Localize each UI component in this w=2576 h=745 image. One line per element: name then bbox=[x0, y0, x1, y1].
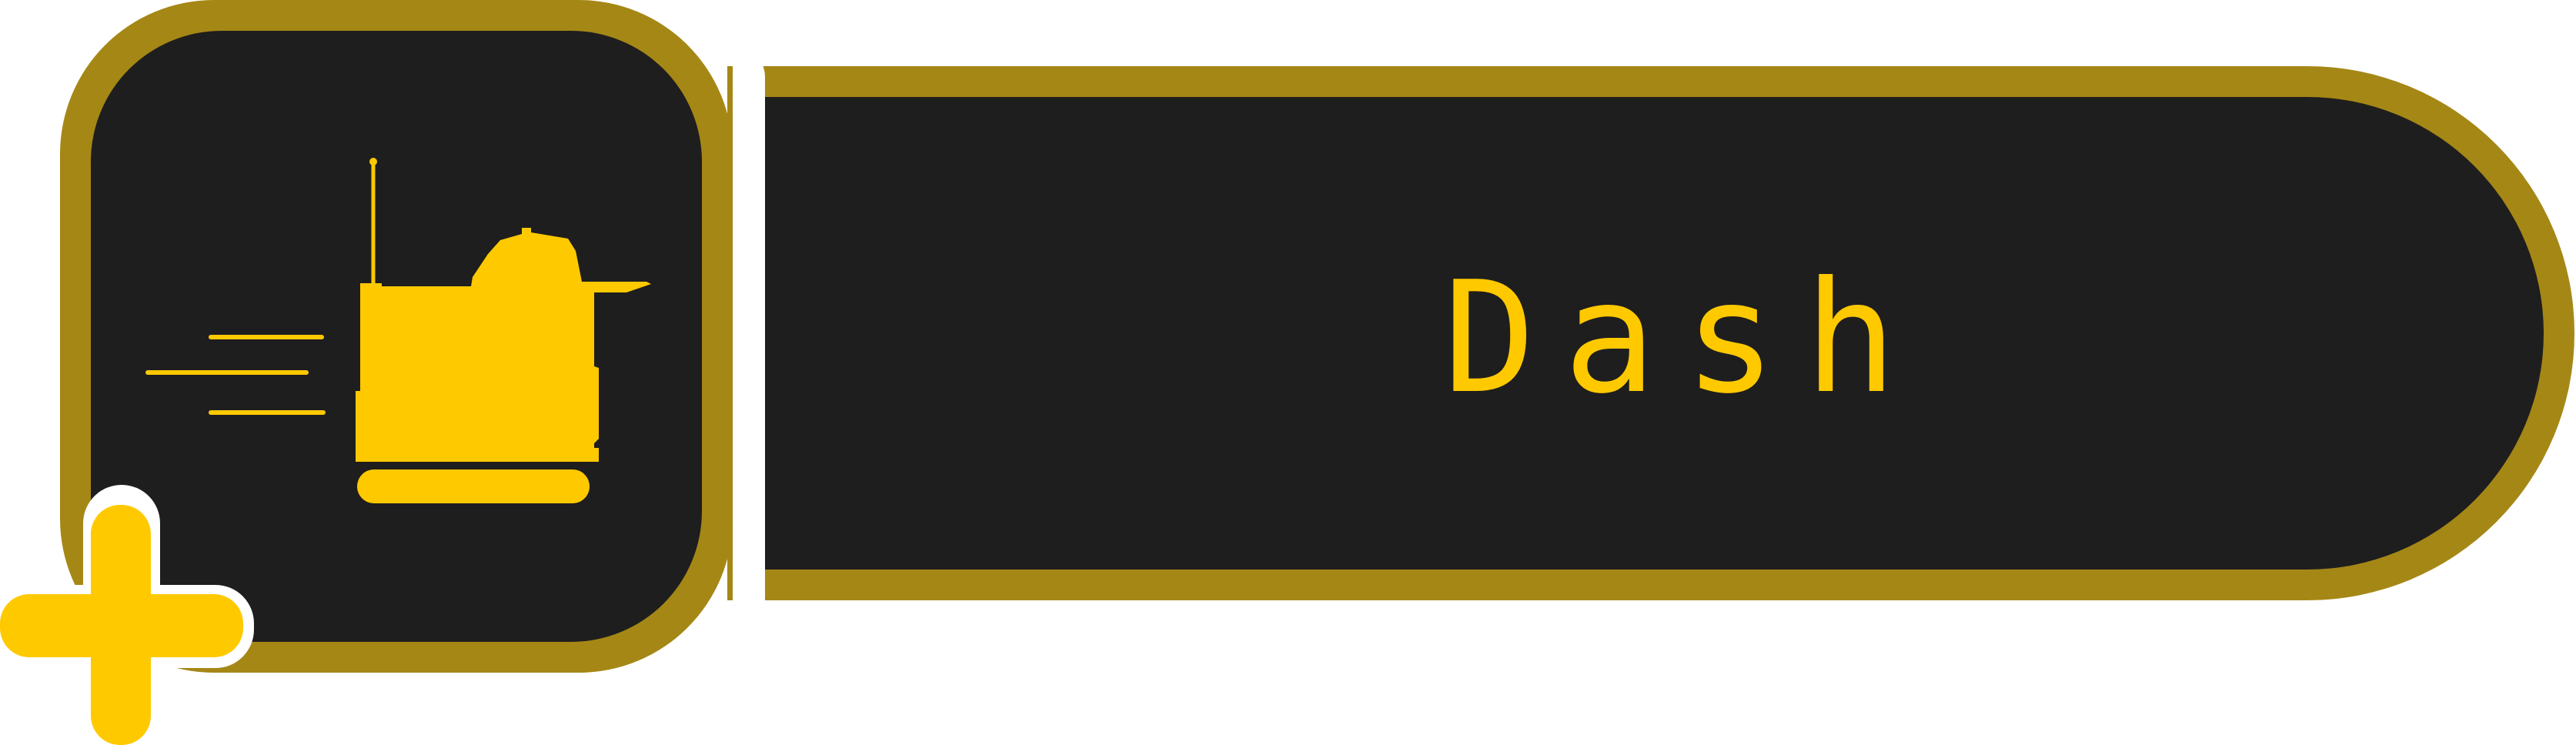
skill-name-bar bbox=[727, 66, 2574, 600]
plus-icon bbox=[0, 485, 254, 745]
skill-name-panel bbox=[749, 97, 2544, 570]
skill-name-label: Dash bbox=[1443, 249, 1925, 428]
dashing-tracked-robot-icon bbox=[145, 158, 651, 503]
skill-icon-tile[interactable] bbox=[60, 0, 733, 673]
skill-name-container: Dash bbox=[1443, 262, 1925, 416]
tile-divider bbox=[733, 46, 765, 631]
